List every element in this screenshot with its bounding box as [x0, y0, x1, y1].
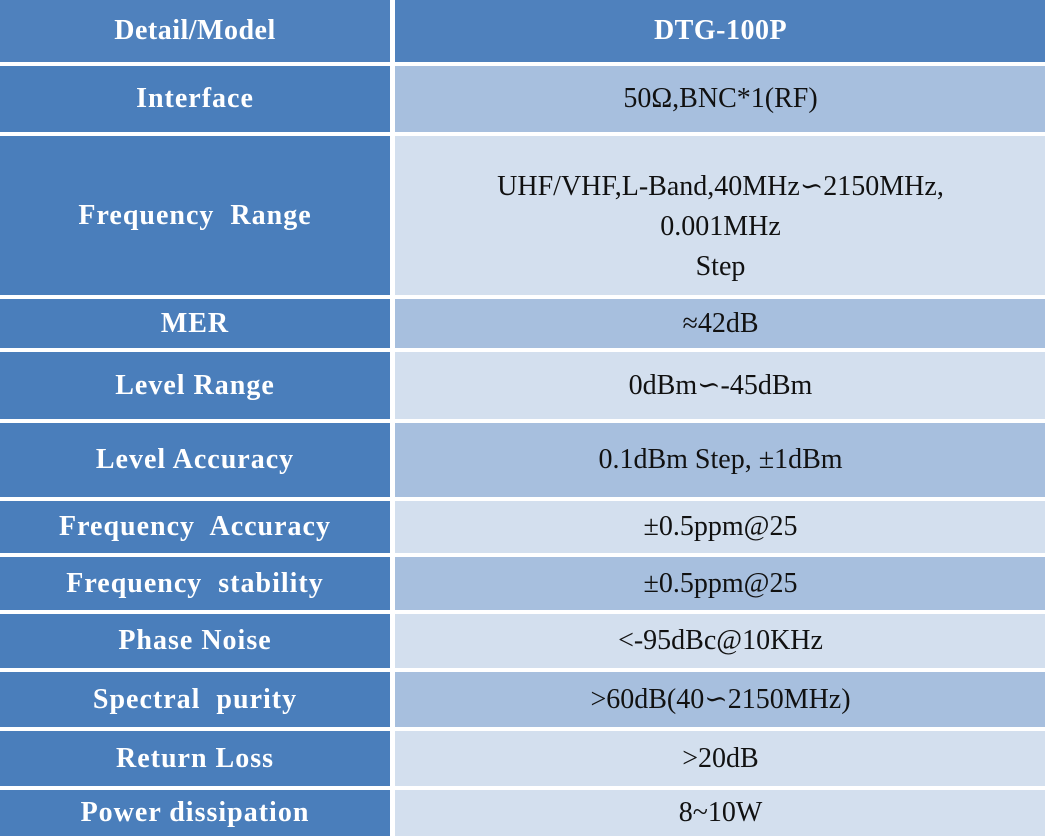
- row-label-frequency-stability: Frequency stability: [0, 557, 390, 610]
- row-label-power-dissipation: Power dissipation: [0, 790, 390, 836]
- row-value-spectral-purity: >60dB(40∽2150MHz): [395, 672, 1045, 727]
- row-label-return-loss: Return Loss: [0, 731, 390, 786]
- row-label-level-range: Level Range: [0, 352, 390, 419]
- row-value-interface: 50Ω,BNC*1(RF): [395, 66, 1045, 132]
- header-model-name: DTG-100P: [395, 0, 1045, 62]
- row-value-power-dissipation: 8~10W: [395, 790, 1045, 836]
- row-label-spectral-purity: Spectral purity: [0, 672, 390, 727]
- row-value-frequency-range: UHF/VHF,L-Band,40MHz∽2150MHz, 0.001MHz S…: [395, 136, 1045, 295]
- row-label-level-accuracy: Level Accuracy: [0, 423, 390, 497]
- row-value-frequency-accuracy: ±0.5ppm@25: [395, 501, 1045, 553]
- row-value-frequency-stability: ±0.5ppm@25: [395, 557, 1045, 610]
- row-label-interface: Interface: [0, 66, 390, 132]
- row-label-phase-noise: Phase Noise: [0, 614, 390, 668]
- row-value-phase-noise: <-95dBc@10KHz: [395, 614, 1045, 668]
- row-label-mer: MER: [0, 299, 390, 348]
- row-label-frequency-accuracy: Frequency Accuracy: [0, 501, 390, 553]
- row-value-mer: ≈42dB: [395, 299, 1045, 348]
- row-value-return-loss: >20dB: [395, 731, 1045, 786]
- row-label-frequency-range: Frequency Range: [0, 136, 390, 295]
- row-value-level-accuracy: 0.1dBm Step, ±1dBm: [395, 423, 1045, 497]
- row-value-level-range: 0dBm∽-45dBm: [395, 352, 1045, 419]
- header-detail-model: Detail/Model: [0, 0, 390, 62]
